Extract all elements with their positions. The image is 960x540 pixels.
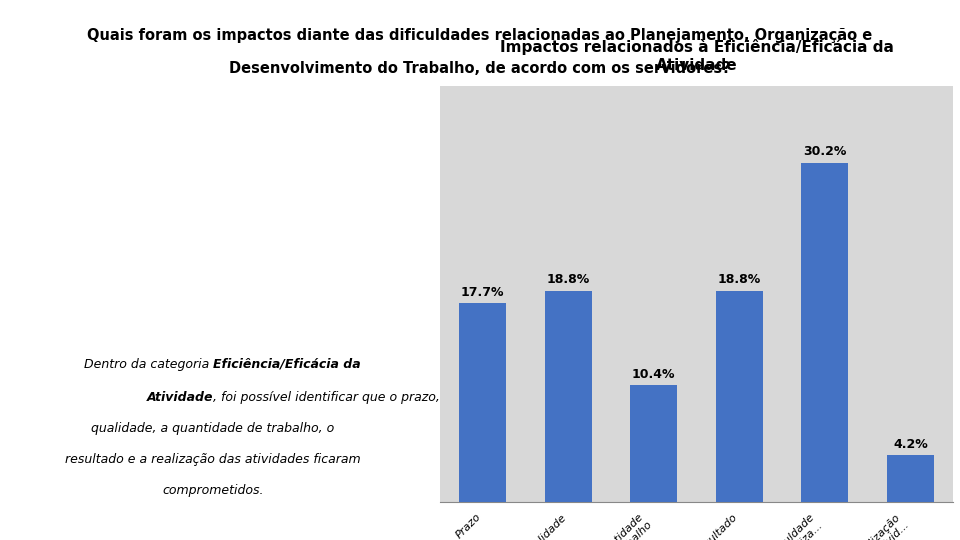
Text: comprometidos.: comprometidos. <box>162 484 264 497</box>
Text: 30.2%: 30.2% <box>804 145 847 158</box>
Text: 18.8%: 18.8% <box>718 273 761 286</box>
Text: , foi possível identificar que o prazo, a: , foi possível identificar que o prazo, … <box>213 391 451 404</box>
Text: Dentro da categoria: Dentro da categoria <box>84 358 213 371</box>
Text: 4.2%: 4.2% <box>893 437 928 450</box>
Text: Atividade: Atividade <box>147 391 213 404</box>
Bar <box>887 455 934 502</box>
Text: qualidade, a quantidade de trabalho, o: qualidade, a quantidade de trabalho, o <box>91 422 335 435</box>
Text: Eficiência/Eficácia da: Eficiência/Eficácia da <box>213 358 361 371</box>
Bar <box>802 163 849 502</box>
Text: resultado e a realização das atividades ficaram: resultado e a realização das atividades … <box>65 453 361 466</box>
Bar <box>630 386 677 502</box>
Text: 10.4%: 10.4% <box>632 368 676 381</box>
Bar <box>716 291 763 502</box>
Text: 18.8%: 18.8% <box>546 273 589 286</box>
Text: Quais foram os impactos diante das dificuldades relacionadas ao Planejamento, Or: Quais foram os impactos diante das dific… <box>87 28 873 43</box>
Title: Impactos relacionados à Eficiência/Eficácia da
Atividade: Impactos relacionados à Eficiência/Eficá… <box>499 39 894 73</box>
Bar <box>544 291 591 502</box>
Bar <box>459 303 506 502</box>
Text: 17.7%: 17.7% <box>461 286 504 299</box>
Text: Desenvolvimento do Trabalho, de acordo com os servidores?: Desenvolvimento do Trabalho, de acordo c… <box>229 61 731 76</box>
